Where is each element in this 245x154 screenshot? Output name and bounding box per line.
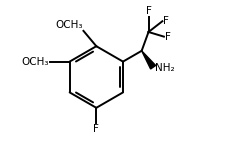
Text: F: F: [163, 16, 169, 26]
Text: F: F: [93, 124, 99, 134]
Text: OCH₃: OCH₃: [21, 57, 49, 67]
Text: OCH₃: OCH₃: [55, 20, 83, 30]
Polygon shape: [142, 51, 156, 69]
Text: NH₂: NH₂: [156, 63, 175, 73]
Text: F: F: [146, 6, 151, 16]
Text: F: F: [165, 32, 171, 42]
